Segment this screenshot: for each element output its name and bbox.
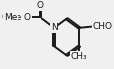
Text: N: N — [50, 23, 57, 32]
Text: O: O — [37, 1, 44, 10]
Text: CH₃: CH₃ — [70, 52, 87, 61]
Text: Me: Me — [4, 13, 17, 22]
Text: O: O — [24, 13, 31, 22]
Text: OMe: OMe — [2, 13, 22, 22]
Text: CHO: CHO — [92, 22, 112, 31]
